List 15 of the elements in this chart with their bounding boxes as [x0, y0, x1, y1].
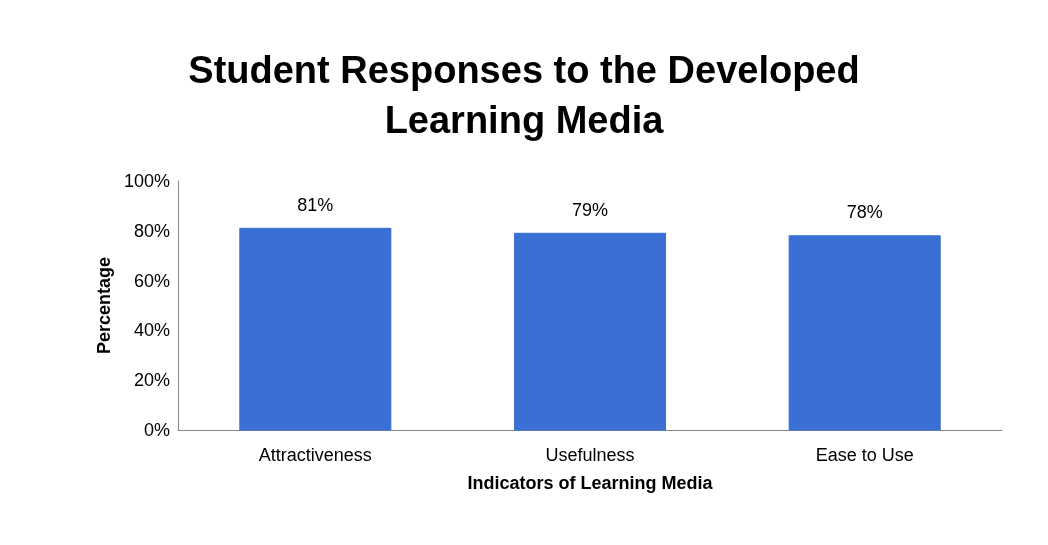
- y-tick-label: 100%: [123, 171, 170, 191]
- y-tick-label: 60%: [133, 270, 170, 291]
- data-label: 81%: [297, 194, 334, 215]
- data-label: 79%: [571, 199, 609, 220]
- x-axis-title: Indicators of Learning Media: [467, 473, 714, 493]
- y-tick-label: 0%: [143, 420, 170, 440]
- y-tick-label: 40%: [133, 320, 170, 341]
- y-tick-label: 20%: [133, 370, 170, 391]
- x-tick-label: Ease to Use: [815, 445, 914, 465]
- data-label: 78%: [846, 202, 883, 223]
- x-tick-label: Attractiveness: [258, 445, 372, 465]
- y-axis-title: Percentage: [94, 256, 115, 355]
- y-tick-label: 80%: [133, 220, 170, 241]
- chart-title: Student Responses to the Developed Learning Media: [188, 49, 860, 141]
- x-tick-label: Usefulness: [545, 445, 635, 465]
